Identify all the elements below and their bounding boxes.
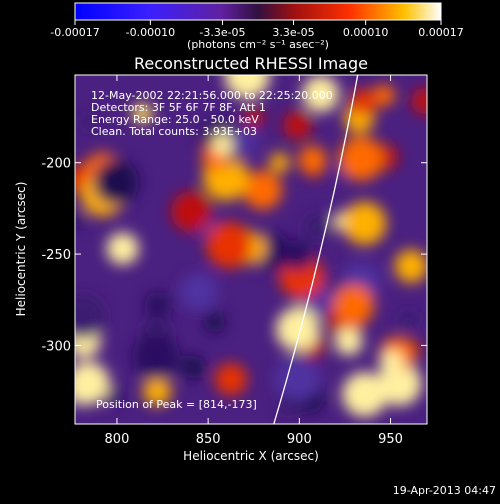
y-axis-label: Heliocentric Y (arcsec) [14, 182, 28, 317]
x-tick-label: 850 [196, 432, 221, 447]
info-text: 12-May-2002 22:21:56.000 to 22:25:20.000… [91, 89, 333, 138]
intensity-blob [181, 355, 206, 380]
colorbar-tick-label: 3.3e-05 [272, 26, 314, 39]
intensity-blob [75, 294, 105, 339]
info-line-detectors: Detectors: 3F 5F 6F 7F 8F, Att 1 [91, 101, 266, 114]
solar-limb-arc [273, 75, 359, 424]
y-axis: -200 -250 -300 [41, 157, 427, 354]
intensity-blob [278, 395, 298, 415]
intensity-blob [106, 232, 139, 265]
intensity-blob [338, 136, 384, 181]
intensity-blob [303, 213, 330, 240]
plot-area [75, 75, 427, 424]
x-axis-label: Heliocentric X (arcsec) [183, 449, 319, 463]
x-tick-label: 800 [105, 432, 130, 447]
colorbar [74, 2, 442, 21]
x-tick-label: 900 [287, 432, 312, 447]
intensity-blob [75, 211, 85, 227]
intensity-blob [224, 75, 270, 99]
intensity-blob [171, 191, 212, 232]
peak-blob [132, 103, 153, 124]
intensity-blob [93, 159, 139, 205]
intensity-blob [342, 372, 388, 417]
intensity-blob [334, 327, 363, 356]
colorbar-tick-label: 0.00010 [343, 26, 389, 39]
intensity-blob [144, 291, 172, 319]
peak-label: Position of Peak = [814,-173] [96, 398, 257, 411]
intensity-blob [105, 387, 123, 405]
chart-title: Reconstructed RHESSI Image [134, 54, 368, 73]
y-tick-label: -250 [41, 248, 71, 263]
intensity-blob [204, 311, 226, 333]
intensity-blob [244, 107, 264, 128]
y-tick-label: -200 [41, 157, 71, 172]
colorbar-ticks: -0.00017 -0.00010 -3.3e-05 3.3e-05 0.00010 0.… [50, 20, 464, 39]
intensity-blob [399, 310, 418, 329]
intensity-blob [269, 152, 290, 173]
intensity-blob [179, 272, 218, 312]
plot-frame [74, 74, 428, 425]
info-line-counts: Clean. Total counts: 3.93E+03 [91, 125, 257, 138]
intensity-blob [302, 75, 340, 113]
info-line-time: 12-May-2002 22:21:56.000 to 22:25:20.000 [91, 89, 333, 102]
y-tick-label: -300 [41, 339, 71, 354]
intensity-blob [333, 284, 375, 326]
intensity-blob [275, 307, 320, 352]
colorbar-tick-label: 0.00017 [418, 26, 464, 39]
colorbar-tick-label: -0.00017 [50, 26, 99, 39]
x-tick-label: 950 [378, 432, 403, 447]
intensity-blob [373, 84, 395, 107]
intensity-blob [214, 363, 248, 396]
intensity-blob [132, 333, 180, 381]
intensity-blob [205, 221, 253, 269]
intensity-blob [283, 111, 312, 140]
intensity-blob [80, 115, 96, 130]
colorbar-tick-label: -3.3e-05 [199, 26, 245, 39]
colorbar-tick-label: -0.00010 [126, 26, 175, 39]
intensity-blob [343, 201, 387, 245]
intensity-blob [212, 132, 236, 156]
intensity-blob [298, 145, 327, 175]
intensity-blob [411, 87, 427, 115]
intensity-blob [379, 349, 404, 374]
intensity-blob [75, 361, 110, 405]
colorbar-unit-label: (photons cm⁻² s⁻¹ asec⁻²) [187, 38, 329, 51]
intensity-blob [275, 356, 321, 402]
x-axis: 800 850 900 950 [105, 75, 403, 447]
intensity-blob [325, 275, 342, 292]
footer-date: 19-Apr-2013 04:47 [393, 484, 496, 497]
intensity-blob [230, 126, 259, 155]
info-line-energy: Energy Range: 25.0 - 50.0 keV [91, 113, 259, 126]
intensity-blob [242, 170, 283, 210]
intensity-blob [350, 88, 377, 116]
intensity-blob [142, 377, 172, 406]
intensity-blob [394, 249, 427, 283]
